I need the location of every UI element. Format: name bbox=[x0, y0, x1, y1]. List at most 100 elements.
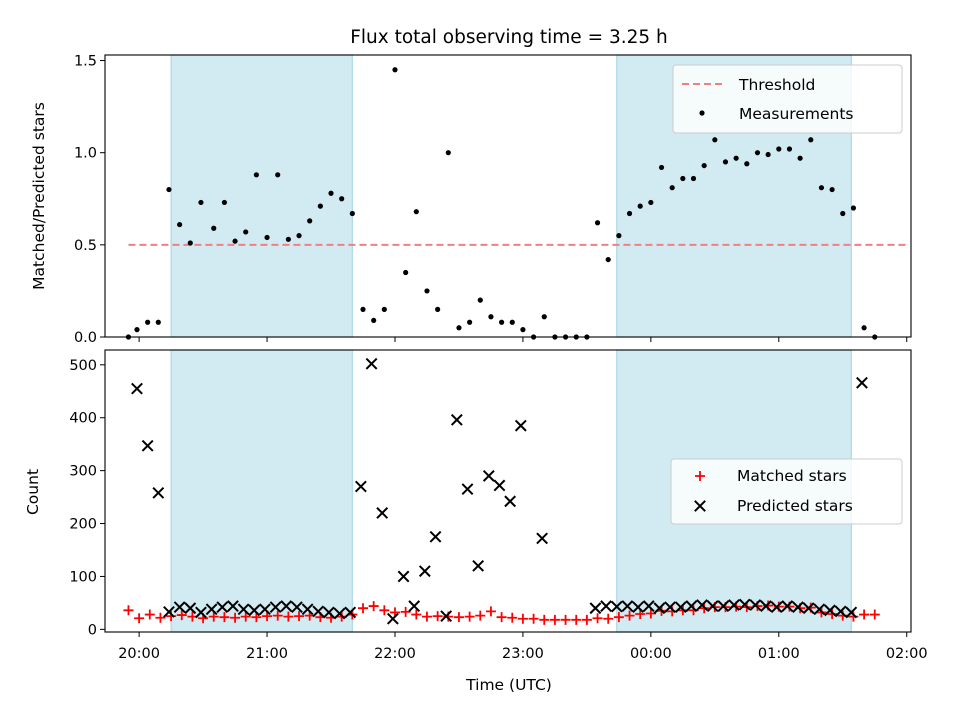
chart-title: Flux total observing time = 3.25 h bbox=[350, 27, 668, 48]
predicted-star-point bbox=[301, 603, 314, 616]
predicted-star-point bbox=[802, 602, 815, 615]
predicted-star-point bbox=[674, 601, 687, 614]
measurement-point bbox=[381, 306, 387, 312]
measurement-point bbox=[658, 164, 665, 171]
measurement-point bbox=[360, 306, 366, 312]
predicted-star-point bbox=[834, 605, 847, 618]
ratio-x-ticks bbox=[138, 337, 908, 342]
measurement-point bbox=[198, 199, 204, 206]
matched-star-point bbox=[571, 614, 582, 625]
predicted-star-point bbox=[205, 603, 218, 616]
matched-star-point bbox=[421, 611, 432, 622]
measurement-point bbox=[712, 137, 718, 143]
matched-star-point bbox=[240, 611, 251, 622]
matched-star-point bbox=[560, 614, 571, 625]
predicted-star-point bbox=[418, 565, 431, 578]
predicted-star-point bbox=[152, 486, 165, 499]
x-tick-label: 22:00 bbox=[374, 646, 416, 662]
measurement-point bbox=[541, 314, 547, 320]
y-tick-label: 1.5 bbox=[74, 54, 97, 70]
measurement-point bbox=[253, 172, 259, 178]
matched-star-point bbox=[134, 613, 145, 624]
measurement-point bbox=[371, 317, 377, 324]
y-tick-label: 0.0 bbox=[74, 330, 97, 346]
matched-star-point bbox=[592, 613, 603, 624]
matched-stars-series bbox=[123, 600, 880, 625]
measurement-point bbox=[307, 218, 313, 224]
measurement-point bbox=[669, 185, 675, 191]
measurement-point bbox=[435, 306, 441, 312]
predicted-star-point bbox=[141, 439, 154, 452]
predicted-star-point bbox=[280, 600, 293, 612]
y-tick-label: 400 bbox=[69, 411, 97, 427]
matched-star-point bbox=[144, 609, 155, 620]
measurement-point bbox=[177, 221, 183, 228]
predicted-star-point bbox=[792, 601, 804, 614]
legend-label: Measurements bbox=[739, 105, 854, 123]
measurement-point bbox=[861, 325, 867, 331]
x-tick-label: 01:00 bbox=[758, 646, 800, 662]
measurement-point bbox=[445, 150, 451, 156]
predicted-star-point bbox=[312, 605, 325, 618]
measurement-point bbox=[349, 210, 355, 217]
measurement-point bbox=[754, 150, 761, 156]
matched-star-point bbox=[411, 609, 422, 620]
matched-star-point bbox=[294, 611, 305, 622]
legend-label: Threshold bbox=[738, 76, 815, 94]
x-tick-label: 00:00 bbox=[630, 646, 672, 662]
measurement-point bbox=[701, 162, 707, 169]
ratio-panel: 0.0 0.5 1.0 1.5 Matched/Predicted stars Thr… bbox=[30, 54, 912, 346]
predicted-star-point bbox=[397, 570, 410, 583]
measurement-point bbox=[413, 209, 419, 215]
x-tick-label: 21:00 bbox=[246, 646, 288, 662]
matched-star-point bbox=[475, 610, 486, 621]
y-tick-label: 200 bbox=[69, 517, 97, 533]
measurement-point bbox=[594, 220, 601, 226]
matched-star-point bbox=[432, 611, 443, 622]
predicted-star-point bbox=[706, 600, 719, 612]
measurement-point bbox=[134, 327, 140, 333]
measurement-point bbox=[499, 319, 505, 325]
predicted-star-point bbox=[322, 606, 335, 619]
y-tick-label: 0 bbox=[88, 622, 97, 638]
matched-star-point bbox=[379, 605, 390, 616]
measurement-point bbox=[690, 175, 697, 182]
x-tick-label: 23:00 bbox=[502, 646, 544, 662]
predicted-star-point bbox=[482, 470, 495, 482]
predicted-star-point bbox=[856, 376, 868, 389]
matched-star-point bbox=[358, 603, 369, 614]
measurement-point bbox=[424, 288, 430, 294]
x-tick-label: 02:00 bbox=[886, 646, 928, 662]
predicted-star-point bbox=[408, 600, 421, 612]
legend-label: Predicted stars bbox=[737, 497, 853, 515]
predicted-star-point bbox=[504, 495, 517, 508]
measurement-point bbox=[680, 175, 686, 182]
predicted-star-point bbox=[760, 600, 772, 612]
predicted-star-point bbox=[536, 532, 549, 545]
predicted-star-point bbox=[344, 606, 357, 619]
count-panel-frame bbox=[104, 349, 912, 633]
matched-star-point bbox=[581, 614, 592, 625]
predicted-star-point bbox=[845, 606, 858, 619]
predicted-stars-series bbox=[131, 357, 868, 625]
measurement-point bbox=[221, 199, 228, 206]
predicted-star-point bbox=[290, 601, 303, 614]
predicted-star-point bbox=[781, 600, 794, 612]
legend-measurement-swatch bbox=[699, 110, 705, 116]
measurement-point bbox=[296, 233, 302, 239]
matched-star-point bbox=[549, 614, 560, 625]
predicted-star-point bbox=[195, 606, 207, 619]
measurement-point bbox=[605, 256, 611, 263]
predicted-star-point bbox=[184, 602, 197, 615]
matched-star-point bbox=[272, 610, 283, 621]
measurement-point bbox=[392, 67, 398, 73]
predicted-star-point bbox=[472, 559, 485, 572]
predicted-star-point bbox=[632, 601, 644, 614]
matched-star-point bbox=[496, 612, 507, 623]
predicted-star-point bbox=[365, 357, 378, 370]
ratio-y-ticks: 0.0 0.5 1.0 1.5 bbox=[74, 54, 105, 346]
predicted-star-point bbox=[429, 530, 442, 543]
y-tick-label: 100 bbox=[69, 569, 97, 585]
predicted-star-point bbox=[696, 599, 708, 611]
predicted-star-point bbox=[600, 600, 612, 612]
